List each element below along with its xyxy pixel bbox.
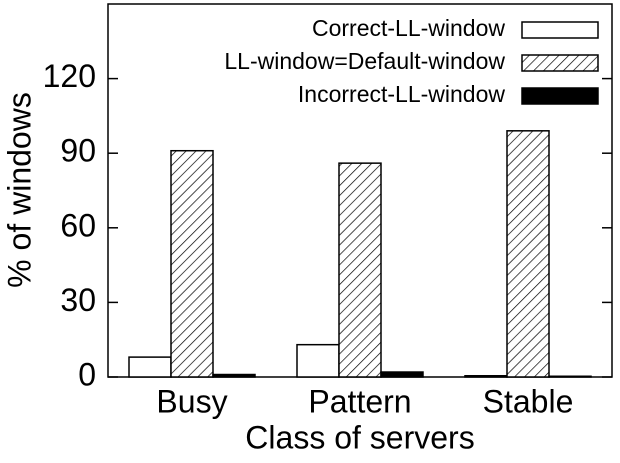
bar <box>170 149 214 378</box>
bar <box>128 356 172 378</box>
y-tick-label: 30 <box>60 282 96 318</box>
y-tick-label: 0 <box>78 356 96 392</box>
bar <box>296 343 340 378</box>
legend-swatch <box>521 87 599 105</box>
x-axis-title: Class of servers <box>245 419 474 455</box>
legend-swatch <box>521 54 599 72</box>
x-tick-label: Busy <box>156 383 227 419</box>
y-axis-title: % of windows <box>1 92 37 288</box>
bar <box>548 375 592 378</box>
legend-swatch <box>521 21 599 39</box>
bar <box>212 373 256 378</box>
x-tick-label: Stable <box>483 383 574 419</box>
x-tick-label: Pattern <box>308 383 411 419</box>
y-tick-label: 60 <box>60 207 96 243</box>
legend-label: Correct-LL-window <box>312 15 505 41</box>
y-tick-label: 90 <box>60 133 96 169</box>
bar <box>464 375 508 378</box>
legend-label: Incorrect-LL-window <box>298 81 505 107</box>
bar <box>380 371 424 378</box>
bar <box>506 130 550 378</box>
y-tick-label: 120 <box>43 58 96 94</box>
bar <box>338 162 382 378</box>
legend-label: LL-window=Default-window <box>224 48 505 74</box>
